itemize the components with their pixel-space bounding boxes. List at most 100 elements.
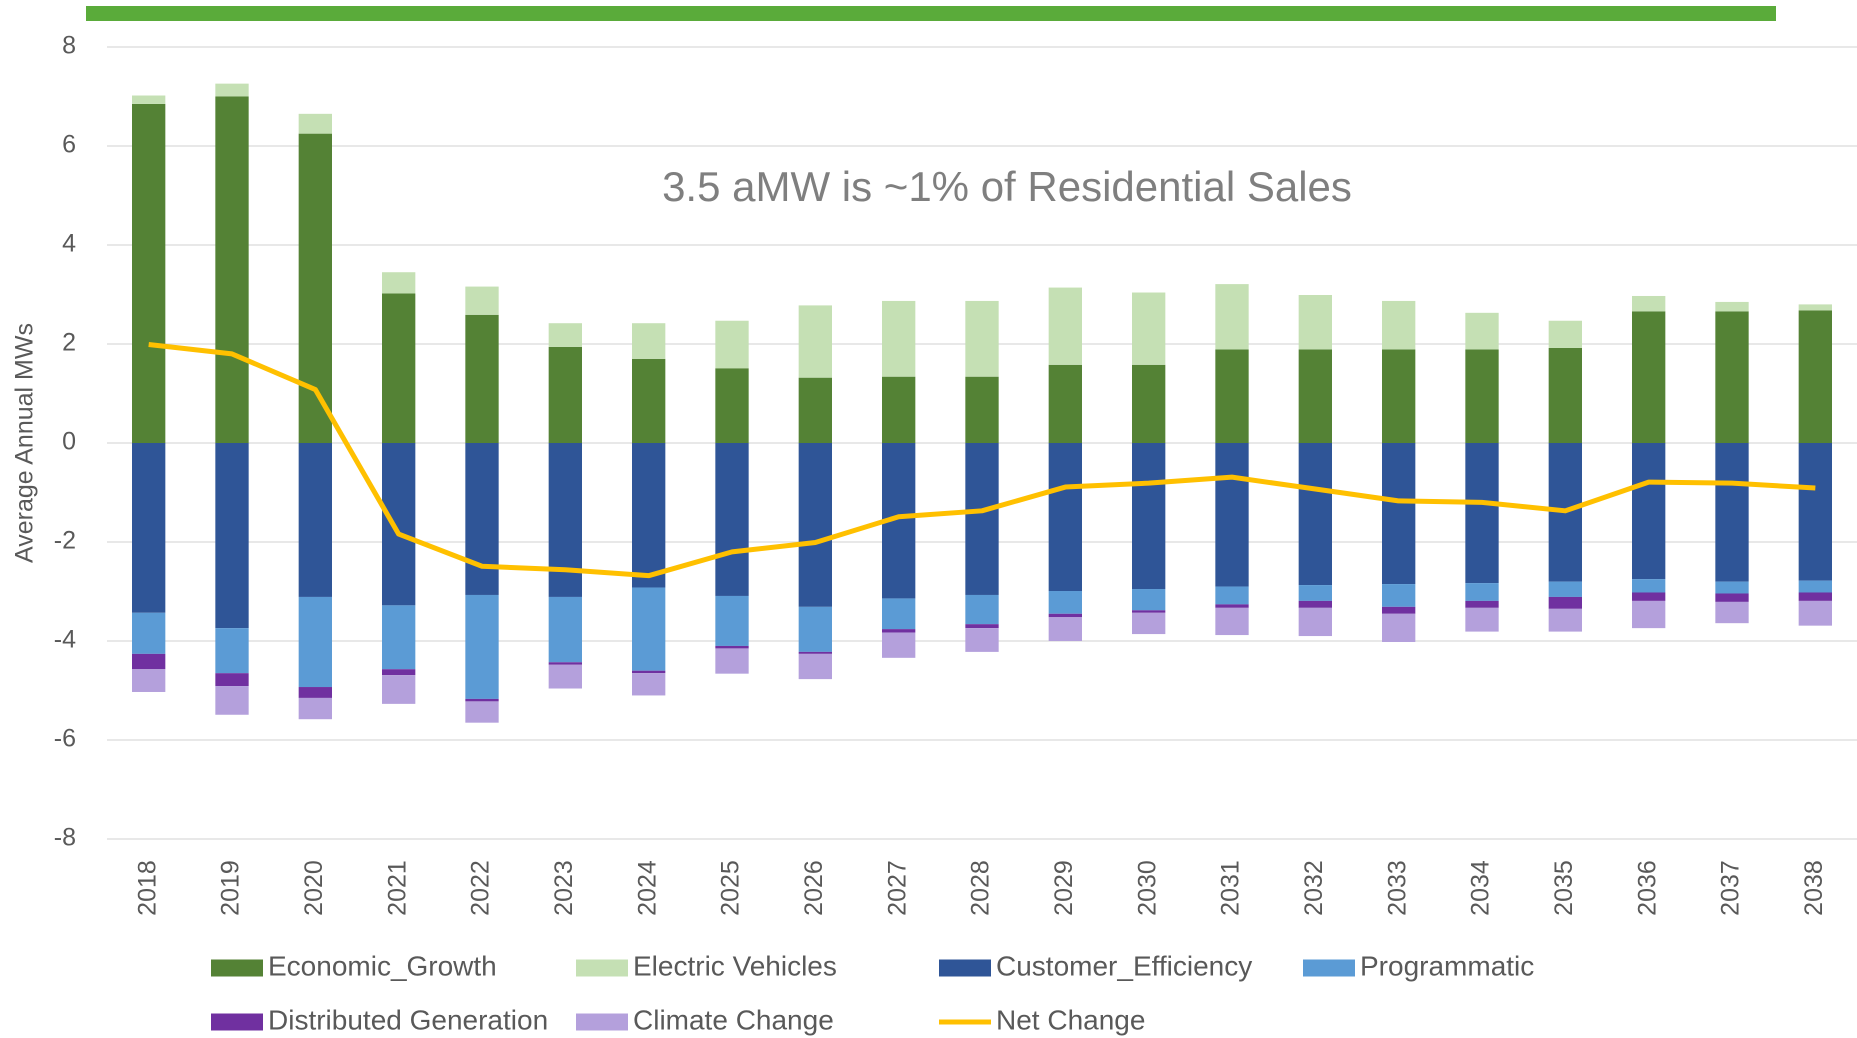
bar xyxy=(882,300,916,377)
bar xyxy=(298,687,332,698)
bar xyxy=(1548,596,1582,609)
bar xyxy=(798,651,832,654)
bar xyxy=(715,320,749,369)
header-bar xyxy=(86,6,1776,21)
y-tick-label: -2 xyxy=(54,527,76,555)
bar xyxy=(1132,364,1166,443)
bar xyxy=(1465,607,1499,632)
bar xyxy=(382,272,416,294)
legend-swatch xyxy=(211,1013,263,1031)
bar xyxy=(298,133,332,443)
legend-label: Distributed Generation xyxy=(268,1004,548,1035)
y-tick-label: -8 xyxy=(54,824,76,852)
x-tick-label: 2031 xyxy=(1217,860,1245,916)
bar xyxy=(132,612,166,654)
bar xyxy=(132,103,166,444)
legend-swatch xyxy=(939,959,991,977)
bar xyxy=(1382,613,1416,642)
bar xyxy=(1215,443,1249,587)
bar xyxy=(1465,600,1499,608)
bar xyxy=(132,669,166,692)
bar xyxy=(715,443,749,596)
bar xyxy=(1215,349,1249,443)
bar xyxy=(1048,364,1082,443)
bar xyxy=(1215,586,1249,605)
bar xyxy=(465,314,499,443)
bar xyxy=(715,595,749,646)
bar xyxy=(1382,349,1416,443)
bar xyxy=(548,346,582,443)
bar xyxy=(965,443,999,595)
bar xyxy=(632,358,666,443)
bar xyxy=(632,670,666,674)
bar xyxy=(298,443,332,597)
bar xyxy=(1798,580,1832,593)
legend-swatch xyxy=(1303,959,1355,977)
bar xyxy=(548,664,582,689)
bar xyxy=(882,632,916,658)
bar xyxy=(1715,601,1749,624)
bar xyxy=(1798,592,1832,601)
x-tick-label: 2021 xyxy=(383,860,411,916)
bar xyxy=(1132,612,1166,635)
bar xyxy=(1298,349,1332,443)
bar xyxy=(798,443,832,607)
bar xyxy=(1215,607,1249,636)
x-tick-label: 2038 xyxy=(1800,860,1828,916)
x-tick-label: 2019 xyxy=(217,860,245,916)
bar xyxy=(1715,311,1749,443)
bar xyxy=(1298,294,1332,350)
bar xyxy=(882,376,916,443)
bar xyxy=(215,443,249,629)
bar xyxy=(298,697,332,720)
annotation: 3.5 aMW is ~1% of Residential Sales xyxy=(662,163,1352,210)
y-tick-label: 6 xyxy=(62,131,76,159)
bar xyxy=(1632,311,1666,443)
bar xyxy=(1632,592,1666,601)
bar xyxy=(632,323,666,359)
bar xyxy=(1298,607,1332,637)
y-tick-label: 8 xyxy=(62,32,76,60)
x-tick-label: 2026 xyxy=(800,860,828,916)
bar xyxy=(215,83,249,97)
legend-swatch xyxy=(576,1013,628,1031)
bar xyxy=(1132,443,1166,590)
y-axis-label: Average Annual MWs xyxy=(11,323,39,563)
x-tick-label: 2028 xyxy=(967,860,995,916)
bar xyxy=(465,698,499,702)
bar xyxy=(1465,583,1499,601)
x-tick-label: 2025 xyxy=(717,860,745,916)
y-tick-label: 4 xyxy=(62,230,76,258)
bar xyxy=(1048,613,1082,618)
bar xyxy=(465,286,499,315)
bar xyxy=(298,113,332,134)
bar xyxy=(215,628,249,674)
bar xyxy=(1632,579,1666,593)
x-tick-label: 2034 xyxy=(1467,860,1495,916)
bar xyxy=(215,686,249,715)
bar xyxy=(132,95,166,104)
bar xyxy=(965,624,999,629)
x-tick-label: 2020 xyxy=(300,860,328,916)
bar xyxy=(965,628,999,652)
bar xyxy=(1048,591,1082,614)
bar xyxy=(1215,604,1249,608)
x-tick-label: 2023 xyxy=(550,860,578,916)
bar xyxy=(1465,443,1499,584)
legend-label: Electric Vehicles xyxy=(633,950,837,981)
bar xyxy=(965,300,999,377)
y-tick-label: -4 xyxy=(54,626,76,654)
x-tick-label: 2032 xyxy=(1300,860,1328,916)
x-tick-label: 2033 xyxy=(1383,860,1411,916)
bar xyxy=(1298,443,1332,586)
bar xyxy=(298,596,332,688)
bar xyxy=(715,645,749,649)
x-tick-label: 2027 xyxy=(883,860,911,916)
bar xyxy=(1298,585,1332,601)
legend-label: Customer_Efficiency xyxy=(996,950,1252,981)
bar xyxy=(382,675,416,704)
bar xyxy=(1382,606,1416,614)
bar xyxy=(1715,581,1749,594)
